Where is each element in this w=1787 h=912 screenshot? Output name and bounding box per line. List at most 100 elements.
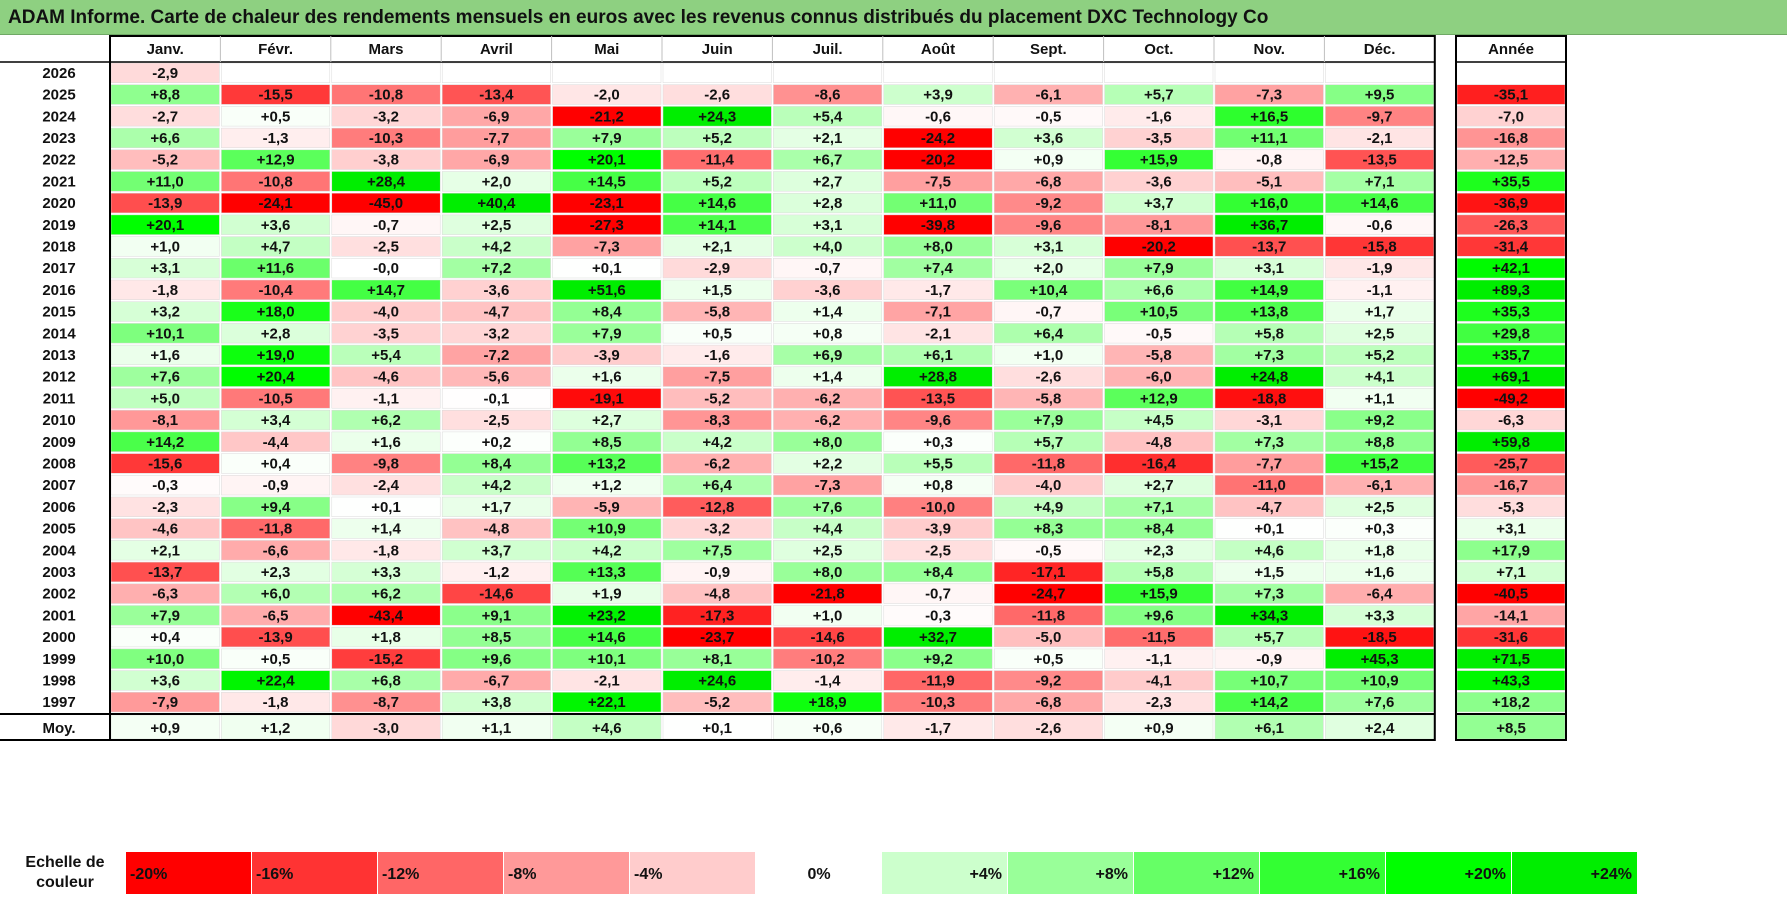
heatmap-cell [221,236,331,257]
heatmap-cell [773,475,883,496]
cell-value: +2,0 [482,173,512,190]
cell-value: +3,9 [923,87,953,104]
cell-value: -45,0 [369,195,403,212]
year-label: 1998 [42,672,75,689]
heatmap-cell [221,561,331,583]
cell-value: +2,5 [1365,499,1395,516]
cell-value: -1,9 [1367,260,1393,277]
legend-swatch [1260,852,1385,894]
heatmap-cell [1214,344,1324,366]
heatmap-cell [552,149,662,170]
cell-value: +8,8 [1365,434,1395,451]
heatmap-cell [441,323,551,344]
heatmap-cell [441,670,551,691]
heatmap-cell [552,301,662,322]
cell-value: -14,6 [810,629,844,646]
legend-label: -12% [382,866,419,883]
cell-value: +10,5 [1140,304,1178,321]
cell-value: +14,9 [1250,282,1288,299]
cell-value: +7,9 [592,130,622,147]
cell-value: -2,5 [483,412,509,429]
cell-value: -6,4 [1367,586,1394,603]
cell-value: -13,7 [1252,238,1286,255]
average-value: +0,9 [1144,720,1174,737]
heatmap-cell [221,583,331,604]
annual-value: +69,1 [1492,369,1530,386]
average-cell [1325,714,1435,740]
heatmap-cell [662,692,772,713]
heatmap-cell [883,518,993,539]
heatmap-cell [1104,496,1214,517]
heatmap-cell [993,344,1103,366]
average-value: +0,9 [150,720,180,737]
heatmap-cell [1325,62,1435,83]
cell-value: +1,6 [371,434,401,451]
year-label: 2010 [42,412,75,429]
legend-swatch [378,852,503,894]
year-label: 2020 [42,195,75,212]
cell-value: +15,9 [1140,152,1178,169]
cell-value: -3,2 [704,521,730,538]
cell-value: -6,1 [1367,477,1393,494]
heatmap-cell [883,62,993,83]
cell-value: -18,8 [1252,390,1286,407]
heatmap-cell [441,366,551,387]
heatmap-cell [331,214,441,235]
cell-value: +19,0 [257,347,295,364]
cell-value: +13,2 [588,455,626,472]
cell-value: +11,0 [919,195,956,212]
heatmap-cell [221,106,331,127]
cell-value: -6,7 [483,672,509,689]
heatmap-cell [441,540,551,561]
heatmap-cell [331,84,441,105]
cell-value: -5,1 [1256,173,1282,190]
average-value: -1,7 [925,720,951,737]
legend-swatch [1512,852,1637,894]
cell-value: +8,0 [813,434,843,451]
cell-value: +4,7 [261,238,291,255]
cell-value: -27,3 [590,217,624,234]
cell-value: -23,1 [590,195,624,212]
heatmap-cell [221,84,331,105]
average-annual-value: +8,5 [1496,720,1526,737]
heatmap-cell [662,214,772,235]
heatmap-cell [773,648,883,669]
cell-value: +6,8 [371,672,401,689]
cell-value: -2,5 [373,238,399,255]
annual-value: -16,8 [1494,130,1528,147]
heatmap-cell [1214,192,1324,214]
annual-value: -26,3 [1494,217,1528,234]
heatmap-cell [441,344,551,366]
heatmap-cell [441,409,551,431]
cell-value: -7,7 [1256,455,1282,472]
heatmap-cell [1214,431,1324,452]
cell-value: +18,9 [809,694,847,711]
heatmap-cell [662,279,772,300]
cell-value: -13,5 [1362,152,1396,169]
heatmap-cell [1214,496,1324,517]
average-value: +6,1 [1254,720,1284,737]
cell-value: +15,9 [1140,586,1178,603]
cell-value: -2,9 [704,260,730,277]
heatmap-cell [883,171,993,192]
heatmap-cell [1214,583,1324,604]
year-label: 2015 [42,304,75,321]
cell-value: -0,6 [925,108,951,125]
cell-value: +0,1 [371,499,401,516]
heatmap-cell [773,106,883,127]
cell-value: +13,3 [588,564,626,581]
annual-value: -5,3 [1498,499,1524,516]
cell-value: +3,7 [482,542,512,559]
heatmap-cell [1214,149,1324,170]
cell-value: -2,4 [373,477,400,494]
year-label: 2007 [42,477,75,494]
heatmap-cell [441,626,551,648]
heatmap-cell [662,561,772,583]
cell-value: -1,8 [152,282,178,299]
cell-value: +3,6 [150,672,180,689]
cell-value: +0,8 [923,477,953,494]
cell-value: +12,9 [257,152,295,169]
month-header: Févr. [258,41,293,58]
heatmap-cell [331,561,441,583]
heatmap-cell [883,626,993,648]
